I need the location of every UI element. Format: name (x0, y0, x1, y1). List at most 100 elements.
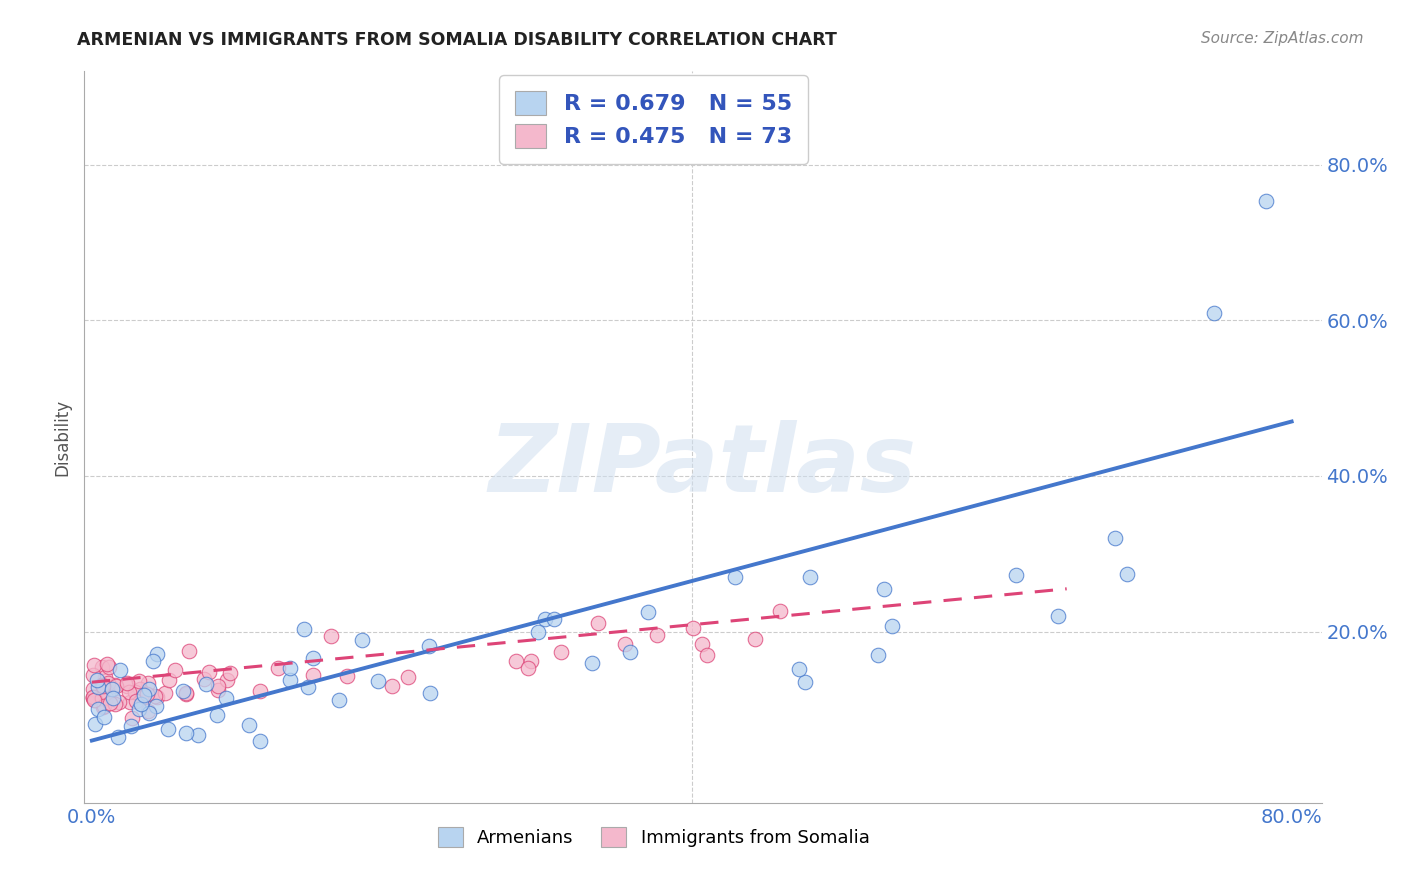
Point (153, 686, 176, 700)
Point (319, 629, 342, 643)
Point (83, 691, 105, 706)
Point (131, 697, 153, 711)
Point (138, 706, 160, 721)
Point (177, 643, 200, 657)
Point (1005, 568, 1028, 582)
Point (550, 645, 572, 659)
Point (107, 695, 129, 709)
Point (91, 699, 114, 714)
Point (799, 569, 821, 583)
Point (128, 701, 150, 715)
Point (132, 690, 155, 704)
Point (136, 675, 159, 690)
Point (98, 696, 121, 710)
Point (301, 668, 323, 682)
Point (696, 648, 718, 662)
Point (136, 687, 159, 701)
Point (86, 673, 108, 687)
Point (172, 684, 194, 698)
Point (115, 676, 138, 690)
Point (690, 637, 713, 651)
Point (873, 582, 896, 596)
Point (880, 619, 903, 633)
Point (98, 659, 121, 673)
Point (794, 675, 817, 690)
Legend: Armenians, Immigrants from Somalia: Armenians, Immigrants from Somalia (425, 814, 882, 860)
Point (637, 605, 659, 619)
Point (82, 681, 104, 696)
Y-axis label: Disability: Disability (53, 399, 72, 475)
Point (866, 648, 889, 662)
Point (1116, 567, 1139, 582)
Point (1202, 305, 1225, 319)
Point (1256, 194, 1278, 209)
Point (94, 670, 117, 684)
Point (132, 688, 155, 702)
Point (97, 675, 120, 690)
Point (91, 680, 114, 694)
Point (115, 679, 138, 693)
Point (128, 674, 150, 689)
Point (297, 681, 319, 695)
Point (125, 694, 148, 708)
Text: Source: ZipAtlas.com: Source: ZipAtlas.com (1201, 31, 1364, 46)
Point (108, 663, 131, 677)
Point (120, 695, 142, 709)
Point (197, 665, 219, 679)
Point (586, 616, 609, 631)
Point (97, 686, 120, 700)
Point (419, 686, 441, 700)
Point (1104, 531, 1126, 545)
Point (118, 685, 141, 699)
Point (787, 662, 810, 676)
Point (613, 637, 636, 651)
Point (91, 659, 114, 673)
Point (93, 698, 115, 713)
Point (121, 711, 143, 725)
Point (146, 690, 169, 705)
Point (103, 691, 125, 706)
Point (146, 647, 169, 661)
Point (96, 657, 118, 671)
Point (82, 690, 104, 704)
Point (83, 692, 105, 706)
Point (91, 678, 114, 692)
Point (128, 681, 150, 696)
Point (505, 654, 527, 668)
Point (249, 733, 271, 747)
Point (207, 679, 229, 693)
Point (91, 691, 114, 706)
Point (543, 611, 565, 625)
Point (517, 660, 540, 674)
Point (103, 678, 125, 692)
Point (100, 682, 122, 697)
Point (145, 698, 167, 713)
Point (187, 728, 209, 742)
Point (527, 625, 550, 640)
Point (278, 661, 301, 675)
Point (104, 697, 127, 711)
Point (367, 673, 389, 688)
Point (682, 621, 704, 635)
Point (533, 612, 555, 626)
Point (193, 672, 215, 686)
Point (744, 632, 766, 646)
Point (156, 722, 179, 736)
Point (215, 690, 238, 705)
Point (301, 651, 323, 665)
Point (165, 663, 187, 677)
Point (724, 570, 747, 584)
Point (120, 719, 142, 733)
Text: ZIPatlas: ZIPatlas (489, 420, 917, 512)
Point (418, 639, 440, 653)
Point (83, 658, 105, 673)
Point (278, 673, 301, 687)
Point (396, 669, 419, 683)
Point (350, 632, 373, 647)
Point (619, 645, 641, 659)
Point (124, 684, 146, 698)
Point (93, 710, 115, 724)
Point (769, 604, 792, 618)
Point (238, 718, 260, 732)
Point (328, 692, 350, 706)
